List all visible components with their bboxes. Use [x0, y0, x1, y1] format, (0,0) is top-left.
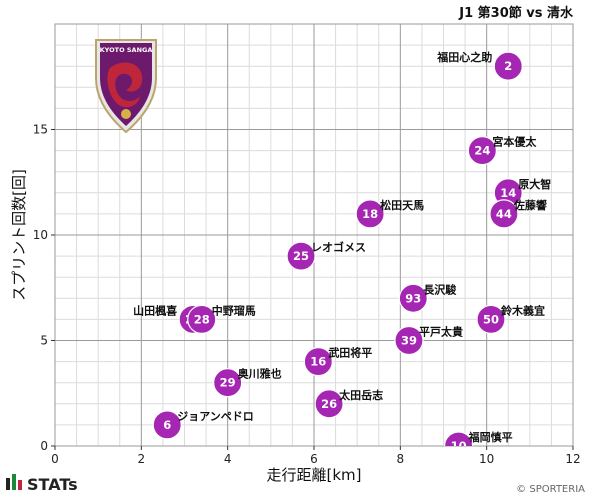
player-name-label: 山田楓喜	[133, 303, 177, 317]
player-name-label: 宮本優太	[492, 135, 537, 149]
player-number: 28	[194, 312, 210, 326]
x-tick-label: 0	[51, 452, 59, 466]
chart-title: J1 第30節 vs 清水	[458, 5, 574, 21]
x-tick-label: 2	[138, 452, 146, 466]
player-number: 24	[474, 144, 490, 158]
x-tick-label: 8	[397, 452, 405, 466]
point-marker	[493, 51, 523, 81]
player-point: 6	[152, 410, 182, 440]
player-name-label: 松田天馬	[380, 198, 424, 212]
point-marker	[355, 199, 385, 229]
y-tick-label: 0	[40, 439, 48, 453]
player-point: 50	[476, 304, 506, 334]
player-point: 2	[493, 51, 523, 81]
player-number: 6	[163, 418, 171, 432]
point-marker	[286, 241, 316, 271]
player-number: 50	[483, 312, 499, 326]
player-number: 29	[220, 376, 236, 390]
x-tick-label: 4	[224, 452, 232, 466]
x-tick-label: 6	[310, 452, 318, 466]
player-point: 24	[467, 136, 497, 166]
player-name-label: 鈴木義宜	[501, 303, 545, 317]
player-point: 44	[489, 199, 519, 229]
player-point: 28	[187, 304, 217, 334]
point-marker	[394, 325, 424, 356]
y-tick-label: 15	[33, 123, 48, 137]
point-marker	[444, 431, 474, 446]
player-number: 2	[504, 59, 512, 73]
player-number: 16	[310, 355, 326, 369]
y-tick-label: 10	[33, 228, 48, 242]
player-point: 16	[303, 347, 333, 377]
player-number: 18	[362, 207, 378, 221]
player-name-label: レオゴメス	[311, 240, 366, 254]
player-number: 14	[500, 186, 516, 200]
player-name-label: 福田心之助	[436, 50, 492, 64]
player-point: 18	[355, 199, 385, 229]
player-number: 26	[321, 397, 337, 411]
player-name-label: 原大智	[518, 177, 551, 191]
player-name-label: 佐藤響	[513, 198, 547, 212]
x-tick-label: 10	[479, 452, 494, 466]
point-marker	[398, 283, 428, 313]
point-marker	[187, 304, 217, 334]
player-name-label: ジョアンペドロ	[177, 410, 254, 423]
crest-text: KYOTO SANGA	[100, 46, 153, 54]
player-point: 39	[394, 325, 424, 356]
player-number: 44	[496, 207, 512, 221]
y-tick-label: 5	[40, 334, 48, 348]
player-point: 10	[444, 431, 474, 453]
player-name-label: 武田将平	[328, 346, 372, 360]
player-name-label: 福岡慎平	[468, 430, 513, 444]
copyright-credit: © SPORTERIA	[516, 484, 585, 495]
stats-brand: STATs	[27, 475, 78, 494]
player-name-label: 長沢駿	[423, 282, 457, 296]
point-marker	[314, 389, 344, 419]
player-number: 93	[405, 291, 421, 305]
y-axis-label: スプリント回数[回]	[10, 169, 28, 301]
point-marker	[303, 347, 333, 377]
player-number: 39	[401, 334, 417, 348]
player-point: 29	[213, 368, 243, 398]
point-marker	[152, 410, 182, 440]
player-point: 26	[314, 389, 344, 419]
player-name-label: 平戸太貴	[419, 325, 463, 339]
point-marker	[213, 368, 243, 398]
player-name-label: 太田岳志	[338, 388, 383, 402]
x-tick-label: 12	[565, 452, 580, 466]
point-marker	[489, 199, 519, 229]
point-marker	[467, 136, 497, 166]
x-axis-label: 走行距離[km]	[266, 466, 361, 484]
player-name-label: 奥川雅也	[237, 367, 282, 381]
stats-logo: STATs	[6, 474, 78, 494]
data-points: 224144418259350272839162926610	[152, 51, 523, 453]
player-point: 25	[286, 241, 316, 271]
player-number: 25	[293, 249, 309, 263]
team-crest-logo: KYOTO SANGA	[95, 39, 157, 134]
player-point: 93	[398, 283, 428, 313]
player-name-label: 中野瑠馬	[212, 303, 256, 317]
player-number: 10	[451, 439, 467, 453]
point-marker	[476, 304, 506, 334]
